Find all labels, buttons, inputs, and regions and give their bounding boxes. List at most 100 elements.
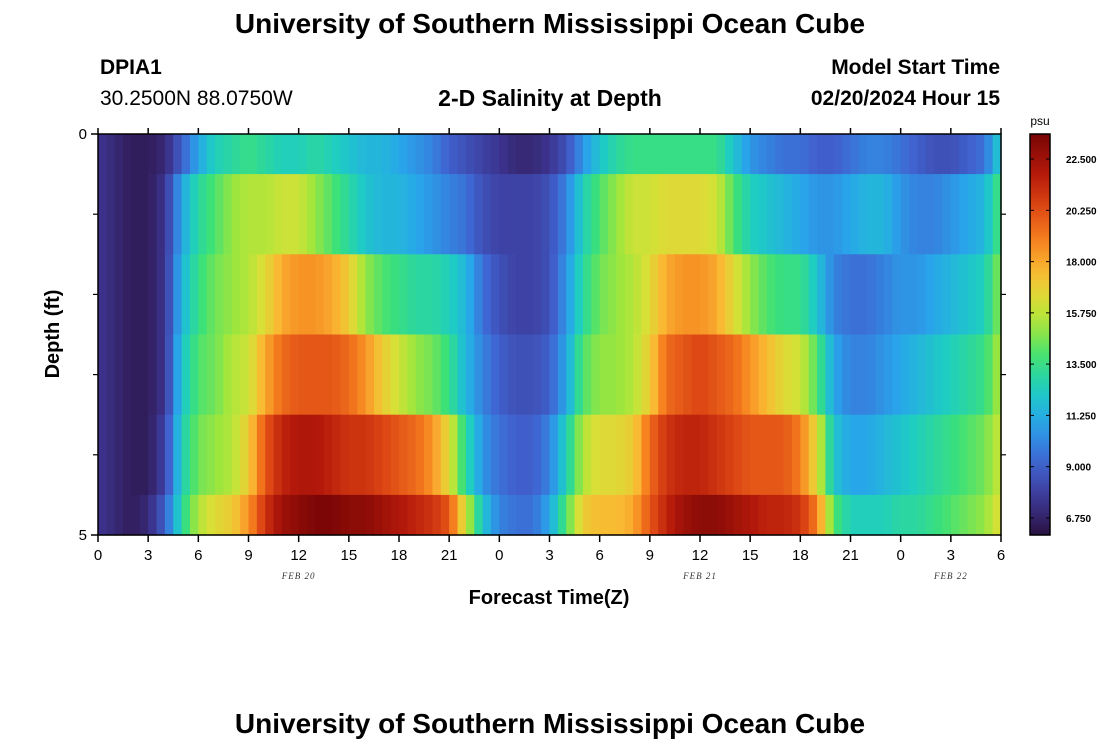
heatmap-cell: [825, 334, 835, 416]
heatmap-cell: [817, 254, 827, 336]
heatmap-cell: [340, 254, 350, 336]
heatmap-cell: [858, 134, 868, 175]
heatmap-cell: [273, 134, 283, 175]
heatmap-cell: [516, 334, 526, 416]
heatmap-cell: [148, 134, 158, 175]
chart-title: University of Southern Mississippi Ocean…: [234, 8, 866, 39]
heatmap-cell: [582, 414, 592, 496]
heatmap-cell: [516, 254, 526, 336]
heatmap-cell: [549, 334, 559, 416]
heatmap-cell: [574, 254, 584, 336]
heatmap-cell: [867, 254, 877, 336]
heatmap-cell: [131, 174, 141, 255]
heatmap-cell: [399, 494, 408, 536]
heatmap-cell: [549, 414, 559, 496]
heatmap-cell: [725, 174, 735, 255]
date-label: FEB 20: [281, 571, 316, 581]
heatmap-cell: [482, 134, 492, 175]
heatmap-cell: [967, 254, 977, 336]
heatmap-cell: [909, 134, 918, 175]
heatmap-cell: [934, 494, 944, 536]
heatmap-cell: [683, 414, 693, 496]
heatmap-cell: [248, 134, 258, 175]
heatmap-cell: [917, 134, 927, 175]
heatmap-cell: [532, 254, 542, 336]
heatmap-cell: [909, 334, 918, 416]
date-label: FEB 22: [933, 571, 968, 581]
heatmap-cell: [432, 414, 442, 496]
model-start-value: 02/20/2024 Hour 15: [810, 87, 1000, 110]
heatmap-cell: [139, 334, 149, 416]
heatmap-cell: [758, 174, 768, 255]
heatmap-cell: [608, 414, 617, 496]
heatmap-cell: [532, 494, 542, 536]
heatmap-cell: [106, 134, 116, 175]
heatmap-cell: [315, 174, 325, 255]
heatmap-cell: [741, 494, 751, 536]
heatmap-cell: [817, 494, 827, 536]
heatmap-cell: [992, 254, 1002, 336]
heatmap-cell: [758, 334, 768, 416]
heatmap-cell: [750, 134, 760, 175]
heatmap-cell: [223, 414, 233, 496]
heatmap-cell: [273, 254, 283, 336]
heatmap-cell: [975, 494, 985, 536]
heatmap-cell: [950, 494, 960, 536]
heatmap-cell: [608, 174, 617, 255]
heatmap-cell: [424, 414, 434, 496]
heatmap-cell: [683, 254, 693, 336]
heatmap-cell: [582, 334, 592, 416]
heatmap-cell: [716, 334, 726, 416]
heatmap-cell: [499, 254, 509, 336]
heatmap-cell: [474, 334, 484, 416]
heatmap-cell: [298, 174, 308, 255]
heatmap-cell: [708, 134, 718, 175]
heatmap-cell: [348, 414, 358, 496]
heatmap-cell: [181, 334, 191, 416]
heatmap-cell: [223, 494, 233, 536]
heatmap-cell: [750, 334, 760, 416]
heatmap-cell: [474, 174, 484, 255]
heatmap-cell: [415, 174, 425, 255]
heatmap-cell: [365, 334, 375, 416]
heatmap-cell: [139, 414, 149, 496]
heatmap-cell: [440, 254, 450, 336]
heatmap-cell: [883, 254, 893, 336]
heatmap-cell: [616, 494, 626, 536]
heatmap-cell: [649, 254, 659, 336]
heatmap-cell: [909, 174, 918, 255]
x-tick-label: 3: [545, 547, 553, 564]
heatmap-cell: [791, 174, 801, 255]
heatmap-cell: [365, 494, 375, 536]
heatmap-cell: [791, 134, 801, 175]
heatmap-cell: [240, 494, 250, 536]
heatmap-cell: [959, 254, 969, 336]
heatmap-cell: [791, 254, 801, 336]
heatmap-cell: [215, 174, 225, 255]
heatmap-cell: [942, 334, 952, 416]
heatmap-cell: [925, 414, 935, 496]
heatmap-cell: [490, 494, 500, 536]
heatmap-cell: [399, 134, 408, 175]
heatmap-cell: [365, 174, 375, 255]
heatmap-cell: [390, 254, 400, 336]
heatmap-cell: [842, 134, 852, 175]
heatmap-cell: [624, 414, 634, 496]
heatmap-cell: [189, 254, 199, 336]
heatmap-cell: [440, 334, 450, 416]
heatmap-cell: [725, 254, 735, 336]
heatmap-cell: [206, 174, 216, 255]
heatmap-cell: [733, 414, 743, 496]
heatmap-cell: [131, 334, 141, 416]
heatmap-cell: [950, 254, 960, 336]
heatmap-cell: [758, 494, 768, 536]
heatmap-cell: [340, 494, 350, 536]
heatmap-cell: [666, 334, 676, 416]
heatmap-cell: [256, 134, 266, 175]
heatmap-cell: [507, 134, 517, 175]
heatmap-cell: [290, 494, 300, 536]
heatmap-cell: [223, 134, 233, 175]
heatmap-cell: [156, 494, 166, 536]
heatmap-cell: [691, 174, 701, 255]
heatmap-cell: [240, 134, 250, 175]
